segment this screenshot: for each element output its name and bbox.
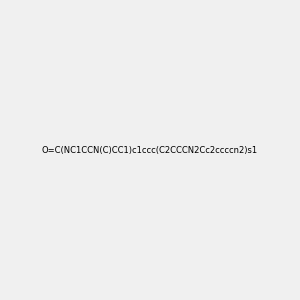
Text: O=C(NC1CCN(C)CC1)c1ccc(C2CCCN2Cc2ccccn2)s1: O=C(NC1CCN(C)CC1)c1ccc(C2CCCN2Cc2ccccn2)… [42, 146, 258, 154]
